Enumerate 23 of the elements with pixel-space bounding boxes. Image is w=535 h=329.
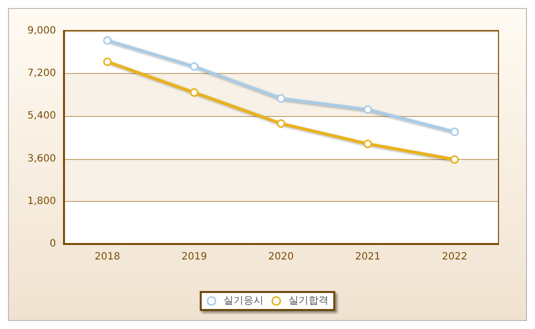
point: [364, 105, 372, 114]
x-tick-label: 2018: [94, 252, 120, 262]
legend-label: 실기응시: [224, 296, 264, 306]
x-tick-label: 2020: [268, 252, 294, 262]
point: [190, 88, 198, 97]
point: [364, 140, 372, 148]
point: [190, 62, 198, 71]
point: [103, 36, 112, 45]
y-tick-label: 1,800: [27, 196, 56, 207]
x-tick-label: 2019: [181, 252, 207, 262]
y-tick-label: 9,000: [27, 26, 56, 36]
legend-label: 실기합격: [288, 296, 328, 306]
x-tick-label: 2021: [355, 252, 381, 262]
point: [450, 128, 459, 136]
point: [103, 58, 112, 66]
x-tick-label: 2022: [442, 252, 468, 262]
point: [276, 119, 286, 128]
y-tick-label: 7,200: [27, 68, 56, 80]
point: [276, 94, 286, 103]
point: [450, 155, 459, 164]
y-tick-label: 5,400: [27, 110, 56, 122]
y-tick-label: 3,600: [27, 153, 56, 164]
y-tick-label: 0: [50, 238, 56, 250]
